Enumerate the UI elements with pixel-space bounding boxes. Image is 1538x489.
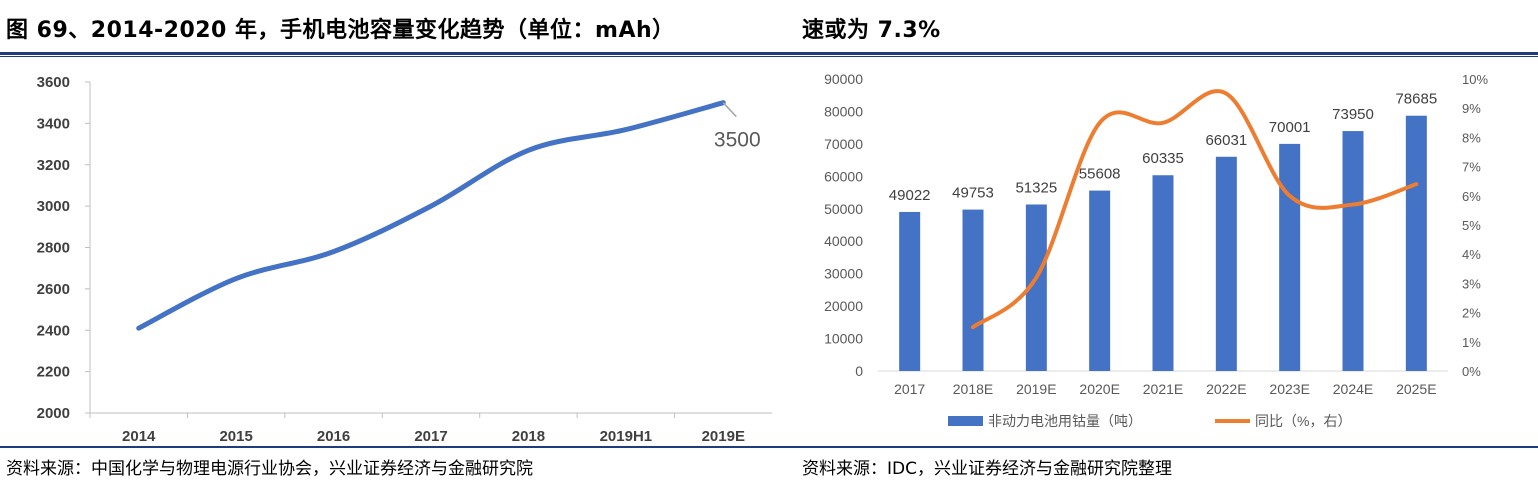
x-tick-label: 2025E	[1396, 381, 1436, 397]
right-chart-title: 速或为 7.3%	[802, 18, 941, 43]
left-y-tick-label: 0	[855, 363, 863, 379]
x-tick-label: 2018	[512, 428, 545, 445]
left-y-tick-label: 80000	[824, 103, 863, 119]
cobalt-usage-bar	[1405, 115, 1427, 371]
x-tick-label: 2018E	[953, 381, 993, 397]
y-tick-label: 2400	[37, 322, 70, 339]
x-tick-label: 2016	[317, 428, 350, 445]
y-tick-label: 3200	[37, 157, 70, 174]
cobalt-usage-bar	[962, 209, 984, 371]
x-tick-label: 2019E	[1016, 381, 1056, 397]
y-tick-label: 2800	[37, 240, 70, 257]
x-tick-label: 2014	[122, 428, 156, 445]
right-y-tick-label: 8%	[1462, 130, 1481, 145]
y-tick-label: 2000	[37, 405, 70, 422]
x-tick-label: 2019E	[702, 428, 745, 445]
right-y-tick-label: 1%	[1462, 335, 1481, 350]
left-y-tick-label: 90000	[824, 71, 863, 87]
right-y-tick-label: 5%	[1462, 218, 1481, 233]
bar-data-label: 70001	[1269, 119, 1311, 136]
right-y-tick-label: 0%	[1462, 364, 1481, 379]
header-rule-thin	[0, 56, 1538, 57]
x-tick-label: 2017	[894, 381, 925, 397]
left-y-tick-label: 50000	[824, 201, 863, 217]
x-tick-label: 2019H1	[600, 428, 653, 445]
footer-rule	[0, 446, 1538, 448]
x-tick-label: 2024E	[1333, 381, 1373, 397]
y-tick-label: 3400	[37, 115, 70, 132]
annotation-label: 3500	[714, 129, 761, 152]
left-y-tick-label: 60000	[824, 168, 863, 184]
right-y-tick-label: 7%	[1462, 160, 1481, 175]
y-tick-label: 2200	[37, 364, 70, 381]
left-y-tick-label: 30000	[824, 266, 863, 282]
legend-label-line: 同比（%，右）	[1255, 413, 1351, 429]
legend-label-bars: 非动力电池用钴量（吨）	[988, 413, 1142, 429]
x-tick-label: 2020E	[1079, 381, 1119, 397]
battery-capacity-chart: 2000 2200 2400 2600 2800 3000 3200 3400 3600 2014…	[37, 74, 772, 445]
x-tick-label: 2023E	[1269, 381, 1309, 397]
bar-data-label: 73950	[1332, 106, 1374, 123]
right-y-tick-label: 2%	[1462, 306, 1481, 321]
left-y-tick-label: 20000	[824, 298, 863, 314]
header-rule	[0, 52, 1538, 55]
right-y-tick-label: 10%	[1462, 72, 1488, 87]
x-tick-label: 2021E	[1143, 381, 1183, 397]
bar-data-label: 78685	[1395, 91, 1437, 108]
bar-data-label: 66031	[1205, 132, 1247, 149]
right-y-tick-label: 9%	[1462, 101, 1481, 116]
cobalt-usage-bar	[1089, 190, 1111, 371]
capacity-line	[136, 100, 726, 331]
cobalt-usage-bar	[1342, 131, 1364, 371]
cobalt-usage-bar	[1279, 143, 1301, 371]
left-source-note: 资料来源：中国化学与物理电源行业协会，兴业证券经济与金融研究院	[6, 459, 533, 479]
left-y-tick-label: 70000	[824, 136, 863, 152]
y-tick-label: 3000	[37, 198, 70, 215]
y-tick-label: 3600	[37, 74, 70, 91]
left-y-tick-label: 40000	[824, 233, 863, 249]
right-y-tick-label: 6%	[1462, 189, 1481, 204]
cobalt-usage-bar	[1152, 175, 1174, 371]
cobalt-usage-bar	[1215, 156, 1237, 371]
bar-data-label: 49753	[952, 185, 994, 202]
cobalt-usage-chart: 0 10000 20000 30000 40000 50000 60000 70000 8000…	[824, 71, 1488, 429]
yoy-growth-line	[971, 89, 1419, 330]
bar-data-label: 60335	[1142, 150, 1184, 167]
right-y-tick-label: 4%	[1462, 247, 1481, 262]
bar-data-label: 51325	[1015, 179, 1057, 196]
x-tick-label: 2017	[414, 428, 447, 445]
x-tick-label: 2022E	[1206, 381, 1246, 397]
left-chart-title: 图 69、2014-2020 年，手机电池容量变化趋势（单位：mAh）	[6, 18, 675, 43]
y-tick-label: 2600	[37, 281, 70, 298]
legend-swatch-bars	[948, 416, 983, 426]
left-y-tick-label: 10000	[824, 331, 863, 347]
right-source-note: 资料来源：IDC，兴业证券经济与金融研究院整理	[802, 459, 1172, 479]
x-tick-label: 2015	[219, 428, 252, 445]
bar-data-label: 55608	[1079, 166, 1121, 183]
annotation-leader	[722, 102, 737, 118]
bar-data-label: 49022	[889, 187, 931, 204]
cobalt-usage-bar	[1025, 204, 1047, 371]
cobalt-usage-bar	[899, 211, 921, 371]
right-y-tick-label: 3%	[1462, 276, 1481, 291]
